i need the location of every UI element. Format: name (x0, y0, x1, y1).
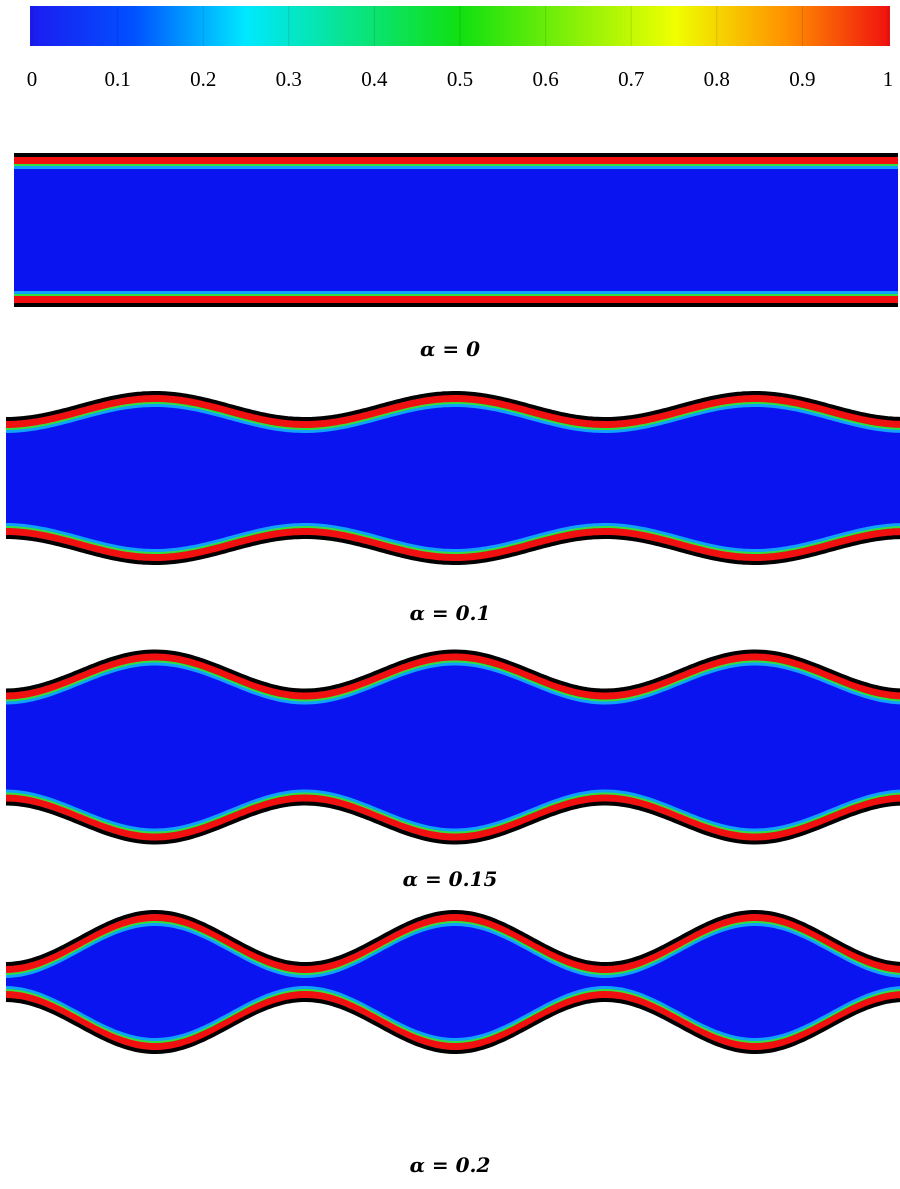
core (6, 665, 900, 829)
colorbar-tick-label: 0.4 (361, 67, 388, 91)
top-wall (5, 649, 900, 693)
bottom-wall (5, 998, 900, 1054)
colorbar-tick-label: 0 (27, 67, 38, 91)
colorbar-tick-label: 0.3 (276, 67, 302, 91)
colorbar (30, 6, 890, 46)
top-wall (6, 391, 900, 421)
colorbar-tick-label: 0.6 (532, 67, 558, 91)
bottom-wall (6, 535, 900, 565)
panel-label: α = 0.15 (403, 867, 498, 891)
panel-label: α = 0.2 (410, 1153, 491, 1177)
core (14, 169, 898, 291)
colorbar-tick-label: 0.7 (618, 67, 644, 91)
colorbar-tick-label: 0.9 (789, 67, 815, 91)
colorbar-tick-label: 0.2 (190, 67, 216, 91)
bottom-wall (5, 801, 900, 845)
core (6, 407, 900, 549)
colorbar-tick-label: 0.5 (447, 67, 473, 91)
panel-label: α = 0.1 (410, 601, 491, 625)
colorbar-tick-label: 0.1 (104, 67, 130, 91)
colorbar-tick-label: 1 (883, 67, 894, 91)
panel-label: α = 0 (420, 337, 480, 361)
top-wall (5, 910, 900, 966)
core (6, 926, 900, 1038)
colorbar-tick-label: 0.8 (704, 67, 730, 91)
